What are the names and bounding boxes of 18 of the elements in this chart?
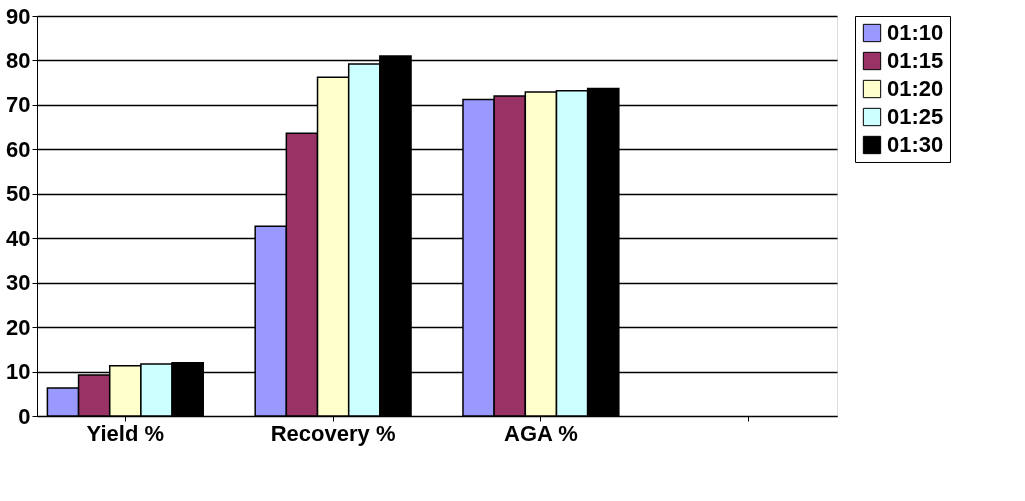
y-tick-label: 0 [18,403,31,429]
y-tick-label: 20 [6,314,31,340]
x-tick-label: Recovery % [270,420,396,446]
y-tick-label: 50 [6,181,31,207]
y-tick-label: 90 [6,3,31,29]
y-tick-label: 70 [6,92,31,118]
y-tick-label: 10 [6,359,31,385]
y-tick-label: 30 [6,270,31,296]
legend-label: 01:25 [887,104,944,129]
legend-label: 01:10 [887,20,944,45]
legend-label: 01:15 [887,48,944,73]
y-tick-label: 60 [6,136,31,162]
x-tick-label: AGA % [504,420,578,446]
y-tick-label: 80 [6,47,31,73]
y-tick-label: 40 [6,225,31,251]
x-tick-label: Yield % [86,420,165,446]
legend-label: 01:30 [887,132,944,157]
legend-label: 01:20 [887,76,944,101]
